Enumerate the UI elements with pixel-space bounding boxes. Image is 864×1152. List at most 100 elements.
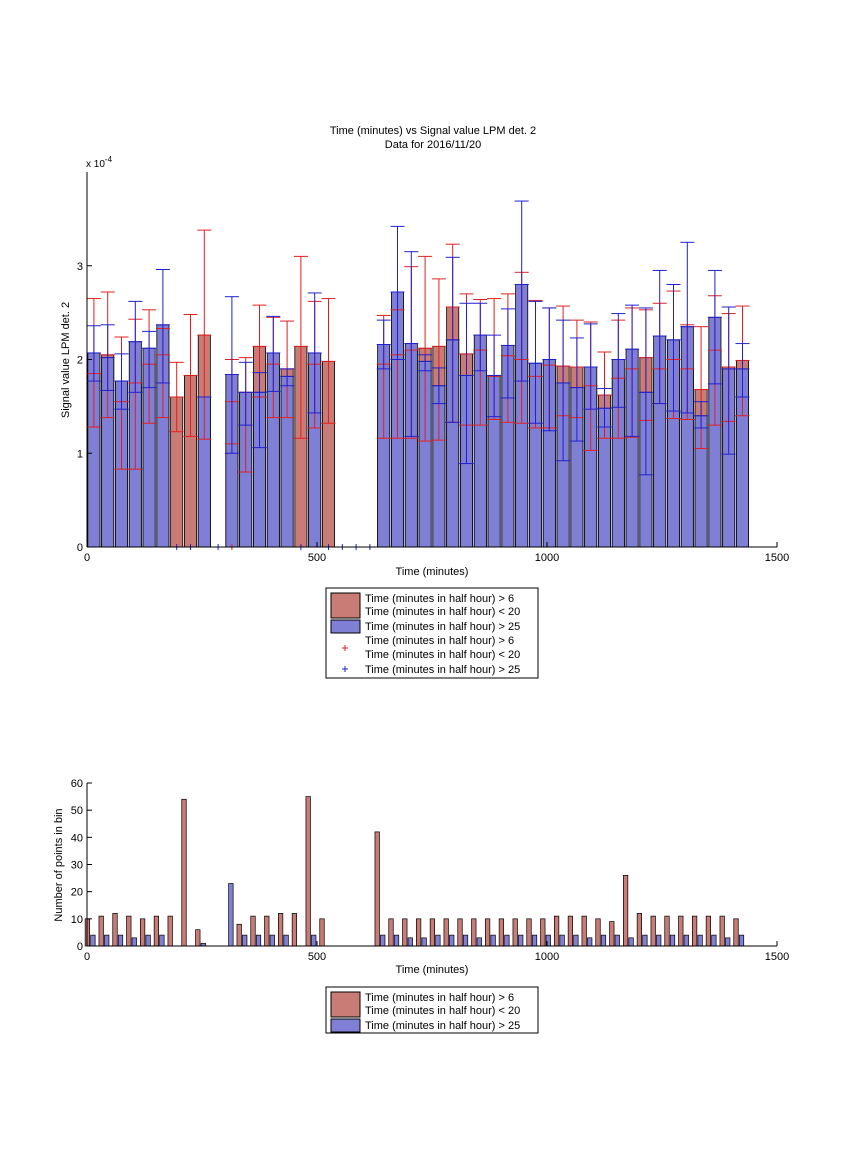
bottom-bar-blue <box>269 934 275 947</box>
top-errorbar-blue <box>445 256 460 423</box>
bottom-bar-red <box>512 918 518 947</box>
bottom-bar-red <box>195 929 201 947</box>
bottom-legend-label: Time (minutes in half hour) < 20 <box>365 1005 520 1017</box>
bottom-bar-red <box>485 918 491 947</box>
bottom-bar-red <box>609 921 615 947</box>
bottom-bar-blue <box>476 937 482 947</box>
bottom-y-tick-label: 20 <box>71 887 83 899</box>
bottom-x-tick-label: 1500 <box>765 951 789 963</box>
bottom-bar-red <box>416 918 422 947</box>
top-x-tick-label: 1500 <box>765 552 789 564</box>
top-legend-blue-swatch <box>330 619 361 634</box>
bottom-legend-red-swatch <box>330 991 361 1018</box>
top-errorbar-blue <box>569 337 584 442</box>
bottom-bar-red <box>471 918 477 947</box>
top-chart-ticks: 0 500 1000 1500 0 1 2 3 <box>77 261 789 564</box>
bottom-bar-blue <box>380 934 386 947</box>
top-errorbar-red <box>169 361 184 433</box>
bottom-bar-blue <box>683 934 689 947</box>
top-legend-blue-plus <box>342 666 348 672</box>
bottom-bar-blue <box>117 934 124 947</box>
top-errorbar-blue <box>114 353 129 410</box>
bottom-bar-blue <box>642 934 648 947</box>
top-errorbar-blue <box>597 388 612 428</box>
top-chart-error-bars <box>86 200 750 476</box>
bottom-x-tick-label: 1000 <box>535 951 559 963</box>
bottom-y-tick-label: 0 <box>77 941 83 953</box>
bottom-y-tick-label: 50 <box>71 805 83 817</box>
top-legend-label: Time (minutes in half hour) > 6 <box>365 593 514 605</box>
top-errorbar-blue <box>556 319 571 462</box>
top-errorbar-blue <box>431 367 446 405</box>
bottom-bar-blue <box>407 937 413 947</box>
bottom-y-tick-label: 10 <box>71 914 83 926</box>
bottom-bar-red <box>622 875 629 947</box>
top-errorbar-blue <box>625 304 640 437</box>
bottom-bar-blue <box>311 934 317 947</box>
bottom-bar-red <box>402 918 408 947</box>
bottom-bar-blue <box>531 934 538 947</box>
top-errorbar-blue <box>459 302 474 465</box>
top-chart-y-exponent-base: x 10 <box>86 159 105 170</box>
bottom-legend-label: Time (minutes in half hour) > 25 <box>365 1020 520 1032</box>
bottom-bar-red <box>167 915 173 947</box>
top-chart-y-exponent-power: -4 <box>105 155 113 164</box>
top-errorbar-red <box>183 314 198 437</box>
top-errorbar-blue <box>128 300 143 393</box>
bottom-bar-red <box>733 918 739 947</box>
top-errorbar-red <box>321 298 336 424</box>
top-errorbar-blue <box>666 284 681 412</box>
top-errorbar-blue <box>735 343 750 398</box>
top-errorbar-blue <box>86 325 101 382</box>
bottom-bar-blue <box>725 937 731 947</box>
bottom-bar-blue <box>587 937 593 947</box>
bottom-bar-red <box>126 915 132 947</box>
top-errorbar-red <box>418 255 433 442</box>
bottom-bar-red <box>705 915 712 947</box>
bottom-bar-blue <box>449 934 455 947</box>
bottom-y-tick-label: 40 <box>71 832 83 844</box>
bottom-bar-red <box>650 915 656 947</box>
top-chart-bars <box>87 284 749 548</box>
top-errorbar-blue <box>266 315 281 392</box>
bottom-bar-blue <box>242 934 248 947</box>
bottom-bar-red <box>595 918 601 947</box>
top-legend-box <box>325 587 539 679</box>
top-errorbar-blue <box>652 269 667 405</box>
top-y-tick-label: 3 <box>77 261 83 273</box>
bottom-bar-red <box>112 913 118 947</box>
top-errorbar-blue <box>307 292 322 414</box>
bottom-bar-red <box>526 918 532 947</box>
top-errorbar-blue <box>224 296 239 454</box>
top-errorbar-blue <box>376 319 391 370</box>
top-errorbar-blue <box>707 269 722 385</box>
top-errorbar-blue <box>280 368 295 387</box>
top-legend-label: Time (minutes in half hour) > 25 <box>365 664 520 676</box>
bottom-bar-blue <box>90 934 96 947</box>
bottom-bar-red <box>98 915 104 947</box>
bottom-bar-red <box>719 915 725 947</box>
top-errorbar-red <box>431 278 446 441</box>
bottom-chart-bars <box>84 796 745 947</box>
bottom-bar-blue <box>711 934 717 947</box>
top-y-tick-label: 0 <box>77 542 83 554</box>
top-errorbar-blue <box>638 307 653 476</box>
bottom-bar-blue <box>104 934 110 947</box>
bottom-bar-blue <box>131 937 137 947</box>
top-legend-label: Time (minutes in half hour) > 25 <box>365 621 520 633</box>
top-legend-label: Time (minutes in half hour) < 20 <box>365 649 520 661</box>
top-chart-xlabel: Time (minutes) <box>396 566 469 578</box>
top-errorbar-blue <box>721 306 736 455</box>
bottom-bar-blue <box>669 934 676 947</box>
bottom-bar-red <box>250 915 256 947</box>
top-errorbar-red <box>293 255 308 439</box>
bottom-x-tick-label: 500 <box>308 951 326 963</box>
bottom-bar-red <box>636 913 643 947</box>
bottom-bar-red <box>540 918 546 947</box>
top-legend-red-plus <box>342 645 348 651</box>
top-errorbar-blue <box>680 241 695 414</box>
bottom-bar-red <box>457 918 463 947</box>
bottom-bar-blue <box>600 934 607 947</box>
top-errorbar-blue <box>473 302 488 372</box>
